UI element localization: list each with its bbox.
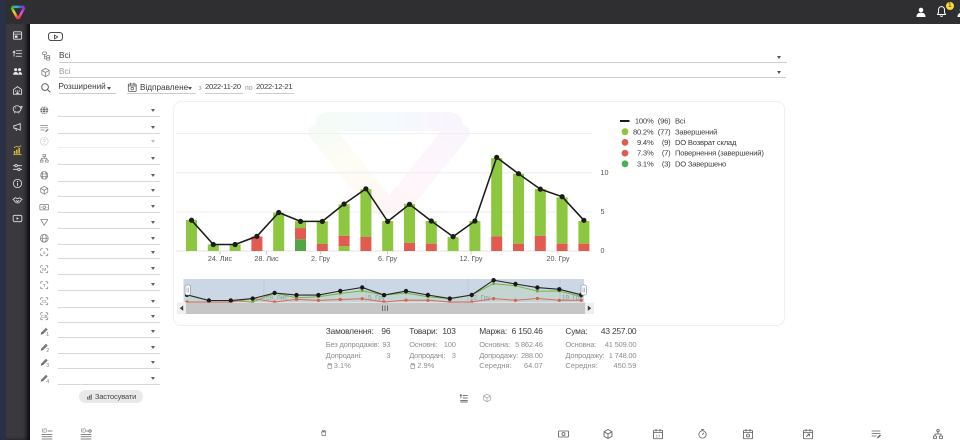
svg-text:17: 17 [655,434,660,439]
svg-text:9.4%: 9.4% [637,138,654,147]
svg-text:7.3%: 7.3% [637,149,654,158]
svg-text:12. Гру: 12. Гру [460,254,483,263]
svg-text:M: M [42,267,46,273]
svg-text:ID: ID [81,429,86,435]
svg-text:0: 0 [601,246,605,255]
svg-text:2. Гру: 2. Гру [311,254,330,263]
svg-text:28. Лис: 28. Лис [254,254,279,263]
svg-text:1: 1 [46,332,49,336]
svg-text:CB: CB [41,314,48,320]
svg-text:(7): (7) [662,149,671,158]
svg-text:3: 3 [46,364,49,368]
svg-text:28. Лис: 28. Лис [266,295,288,302]
svg-text:80.2%: 80.2% [633,127,654,136]
svg-text:Всі: Всі [675,117,685,126]
svg-text:24. Лис: 24. Лис [208,254,233,263]
svg-text:T: T [43,283,46,289]
svg-text:Повернення (завершений): Повернення (завершений) [675,149,764,158]
svg-text:3.1%: 3.1% [637,159,654,168]
svg-text:(3): (3) [662,159,671,168]
svg-text:(77): (77) [658,127,671,136]
svg-text:(96): (96) [658,117,671,126]
svg-text:(9): (9) [662,138,671,147]
svg-text:DO Завершено: DO Завершено [675,159,726,168]
svg-text:DO Возврат склад: DO Возврат склад [675,138,737,147]
svg-text:ID: ID [42,429,47,435]
svg-text:20. Гру: 20. Гру [547,254,570,263]
svg-text:12. Гру: 12. Гру [470,295,491,302]
svg-text:100%: 100% [635,117,654,126]
svg-text:5: 5 [601,207,605,216]
svg-text:6. Гру: 6. Гру [378,254,397,263]
svg-text:4: 4 [46,379,49,383]
svg-text:s: s [43,251,46,256]
svg-text:2: 2 [46,348,49,352]
svg-text:5. Гру: 5. Гру [368,295,386,302]
svg-text:10: 10 [601,168,609,177]
svg-text:Завершений: Завершений [675,127,717,136]
svg-text:Ct: Ct [42,299,47,305]
svg-text:19. Гру: 19. Гру [562,295,583,302]
